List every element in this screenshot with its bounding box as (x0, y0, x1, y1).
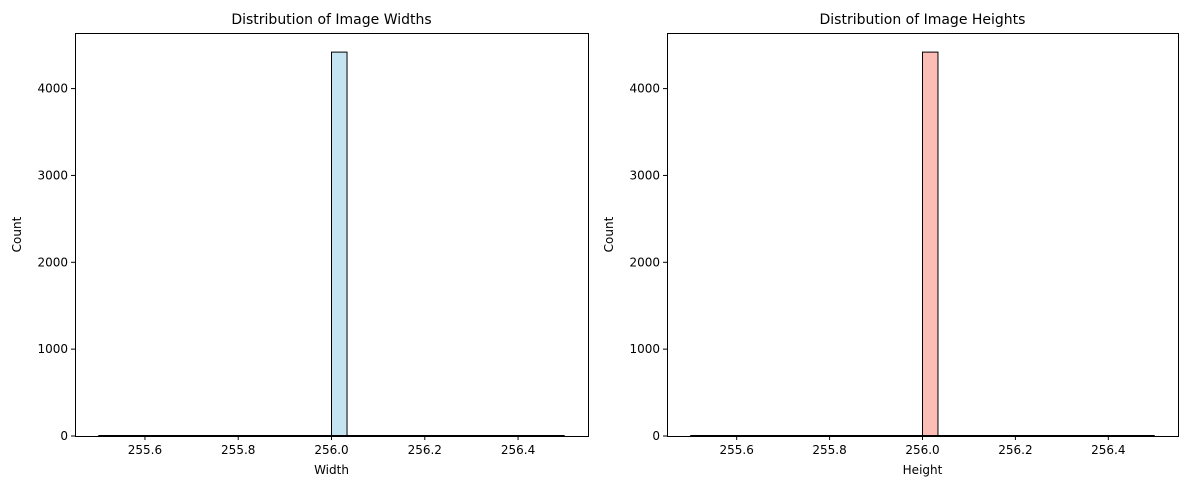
y-tick-label: 3000 (629, 168, 660, 182)
y-tick-label: 3000 (37, 168, 68, 182)
y-axis-label: Count (602, 216, 616, 252)
width-histogram-panel: Distribution of Image Widths Width Count… (10, 12, 589, 477)
chart-title: Distribution of Image Heights (820, 12, 1026, 28)
x-tick-label: 256.0 (314, 443, 348, 457)
y-tick-label: 2000 (629, 255, 660, 269)
bar-group (331, 51, 348, 437)
y-tick-label: 4000 (37, 82, 68, 96)
y-axis-label: Count (10, 216, 24, 252)
x-axis-label: Height (903, 463, 943, 477)
histogram-bar (331, 51, 348, 437)
y-ticks: 0 1000 2000 3000 4000 (629, 82, 667, 443)
histogram-bar (922, 51, 939, 437)
x-tick-label: 255.8 (812, 443, 846, 457)
x-tick-label: 255.6 (720, 443, 754, 457)
x-tick-label: 255.6 (128, 443, 162, 457)
x-tick-label: 256.2 (408, 443, 442, 457)
x-tick-label: 255.8 (221, 443, 255, 457)
height-histogram-panel: Distribution of Image Heights Height Cou… (602, 12, 1179, 477)
y-ticks: 0 1000 2000 3000 4000 (37, 82, 75, 443)
y-tick-label: 1000 (629, 342, 660, 356)
x-tick-label: 256.2 (998, 443, 1032, 457)
x-tick-label: 256.0 (905, 443, 939, 457)
chart-title: Distribution of Image Widths (231, 12, 431, 28)
y-tick-label: 4000 (629, 82, 660, 96)
x-tick-label: 256.4 (1091, 443, 1125, 457)
y-tick-label: 0 (60, 429, 68, 443)
x-tick-label: 256.4 (501, 443, 535, 457)
bar-group (922, 51, 939, 437)
y-tick-label: 0 (652, 429, 660, 443)
y-tick-label: 2000 (37, 255, 68, 269)
y-tick-label: 1000 (37, 342, 68, 356)
x-ticks: 255.6 255.8 256.0 256.2 256.4 (128, 436, 535, 457)
x-ticks: 255.6 255.8 256.0 256.2 256.4 (720, 436, 1125, 457)
x-axis-label: Width (314, 463, 349, 477)
